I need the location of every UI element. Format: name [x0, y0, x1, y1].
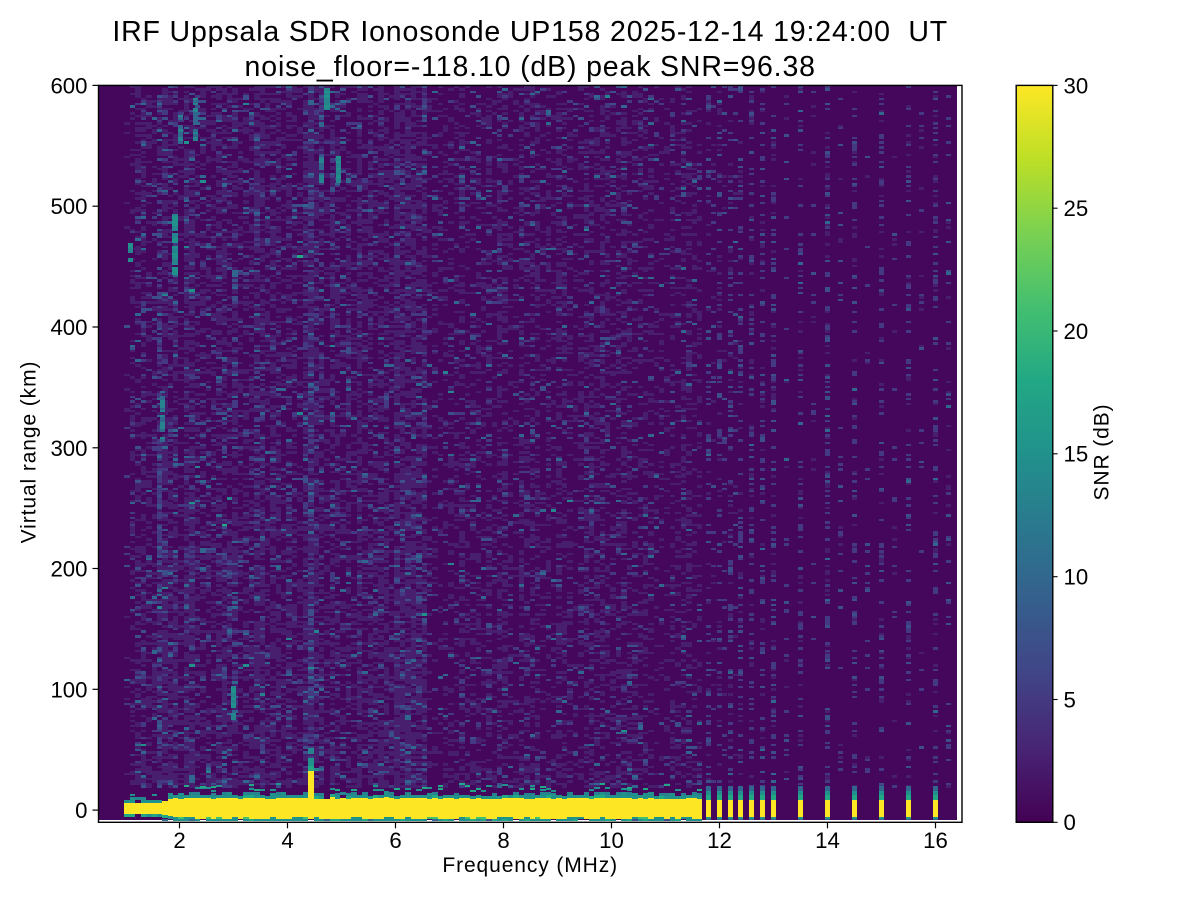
svg-text:20: 20 — [1064, 319, 1089, 344]
svg-text:25: 25 — [1064, 196, 1089, 221]
svg-text:16: 16 — [923, 828, 948, 853]
svg-text:SNR (dB): SNR (dB) — [1091, 403, 1114, 500]
svg-text:0: 0 — [75, 798, 87, 823]
svg-text:500: 500 — [50, 194, 87, 219]
svg-text:14: 14 — [815, 828, 840, 853]
svg-text:200: 200 — [50, 557, 87, 582]
svg-text:10: 10 — [1064, 565, 1089, 590]
svg-text:100: 100 — [50, 677, 87, 702]
svg-text:30: 30 — [1064, 73, 1089, 98]
svg-text:400: 400 — [50, 315, 87, 340]
svg-text:600: 600 — [50, 73, 87, 98]
svg-text:300: 300 — [50, 436, 87, 461]
svg-text:4: 4 — [281, 828, 293, 853]
svg-text:15: 15 — [1064, 442, 1089, 467]
svg-text:2: 2 — [173, 828, 185, 853]
svg-text:Virtual range (km): Virtual range (km) — [18, 361, 41, 544]
svg-text:Frequency (MHz): Frequency (MHz) — [442, 854, 618, 877]
svg-text:10: 10 — [599, 828, 624, 853]
svg-text:5: 5 — [1064, 687, 1076, 712]
svg-text:IRF Uppsala SDR Ionosonde UP15: IRF Uppsala SDR Ionosonde UP158 2025-12-… — [112, 16, 948, 48]
svg-text:8: 8 — [497, 828, 509, 853]
svg-text:0: 0 — [1064, 810, 1076, 835]
svg-text:12: 12 — [707, 828, 732, 853]
svg-text:6: 6 — [389, 828, 401, 853]
svg-text:noise_floor=-118.10 (dB) peak: noise_floor=-118.10 (dB) peak SNR=96.38 — [245, 51, 816, 83]
